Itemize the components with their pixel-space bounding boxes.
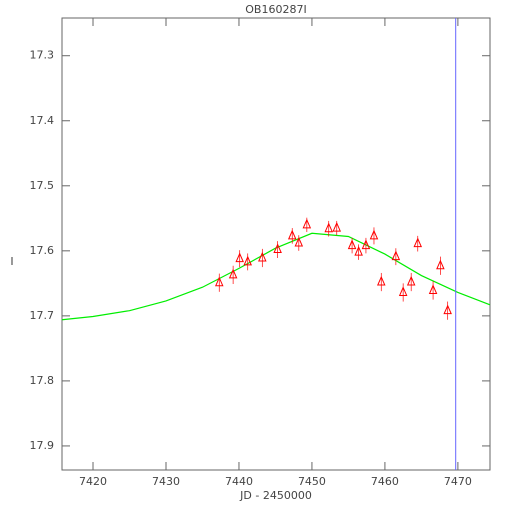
y-tick-label: 17.6 xyxy=(30,244,55,257)
y-tick-label: 17.7 xyxy=(30,309,55,322)
data-point xyxy=(428,284,438,295)
chart-title: OB160287I xyxy=(245,3,306,16)
data-point xyxy=(243,255,252,266)
data-point xyxy=(413,237,423,248)
data-point xyxy=(294,236,304,247)
data-point xyxy=(354,245,363,256)
model-curve xyxy=(61,232,491,321)
data-point xyxy=(332,221,342,232)
x-tick-label: 7420 xyxy=(79,475,107,488)
x-tick-label: 7450 xyxy=(298,475,326,488)
data-point xyxy=(369,229,379,240)
data-point xyxy=(214,276,224,287)
data-point xyxy=(287,229,297,240)
plot-frame xyxy=(61,17,491,471)
data-point xyxy=(398,286,408,296)
data-point xyxy=(436,259,445,270)
data-point xyxy=(361,239,371,250)
x-axis-label: JD - 2450000 xyxy=(239,489,312,502)
y-tick-label: 17.5 xyxy=(30,179,55,192)
data-point xyxy=(377,275,386,286)
data-point xyxy=(391,250,401,261)
x-tick-label: 7440 xyxy=(225,475,253,488)
y-tick-label: 17.8 xyxy=(30,374,55,387)
data-point xyxy=(235,252,244,263)
data-point xyxy=(324,222,333,233)
y-axis-label: I xyxy=(10,255,13,268)
data-point xyxy=(258,251,267,262)
data-point xyxy=(228,268,238,279)
y-tick-label: 17.3 xyxy=(30,49,55,62)
x-tick-label: 7430 xyxy=(152,475,180,488)
y-tick-label: 17.9 xyxy=(30,439,55,452)
data-point xyxy=(302,218,312,229)
y-tick-label: 17.4 xyxy=(30,114,55,127)
data-point xyxy=(443,304,452,315)
data-point xyxy=(406,275,416,286)
data-point xyxy=(347,239,357,250)
x-tick-label: 7460 xyxy=(371,475,399,488)
x-tick-label: 7470 xyxy=(444,475,472,488)
data-point xyxy=(273,243,282,254)
